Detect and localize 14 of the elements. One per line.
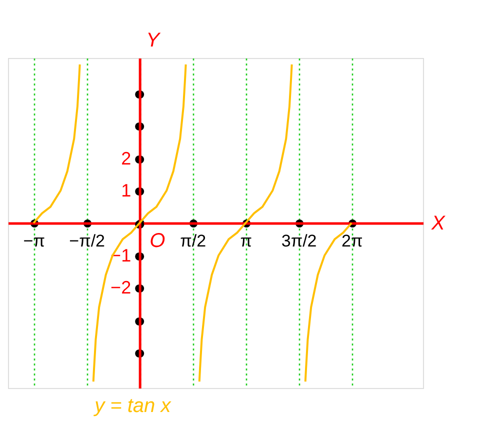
x-tick-label: −π/2 — [69, 232, 106, 250]
x-tick-label: π — [240, 232, 252, 250]
x-tick-label: 3π/2 — [281, 232, 317, 250]
annotation: O — [150, 230, 166, 252]
text: y = tan x — [92, 395, 172, 417]
x-tick-label: 2π — [341, 232, 363, 250]
y-tick-label: 2 — [121, 148, 132, 168]
x-axis-title: X — [430, 212, 446, 234]
y-axis-title: Y — [146, 30, 162, 52]
y-tick-label: −2 — [110, 278, 132, 298]
x-tick-label: π/2 — [180, 232, 206, 250]
line-series — [32, 63, 81, 224]
y-tick-label: 1 — [121, 180, 132, 201]
x-tick-label: −π — [23, 232, 45, 250]
